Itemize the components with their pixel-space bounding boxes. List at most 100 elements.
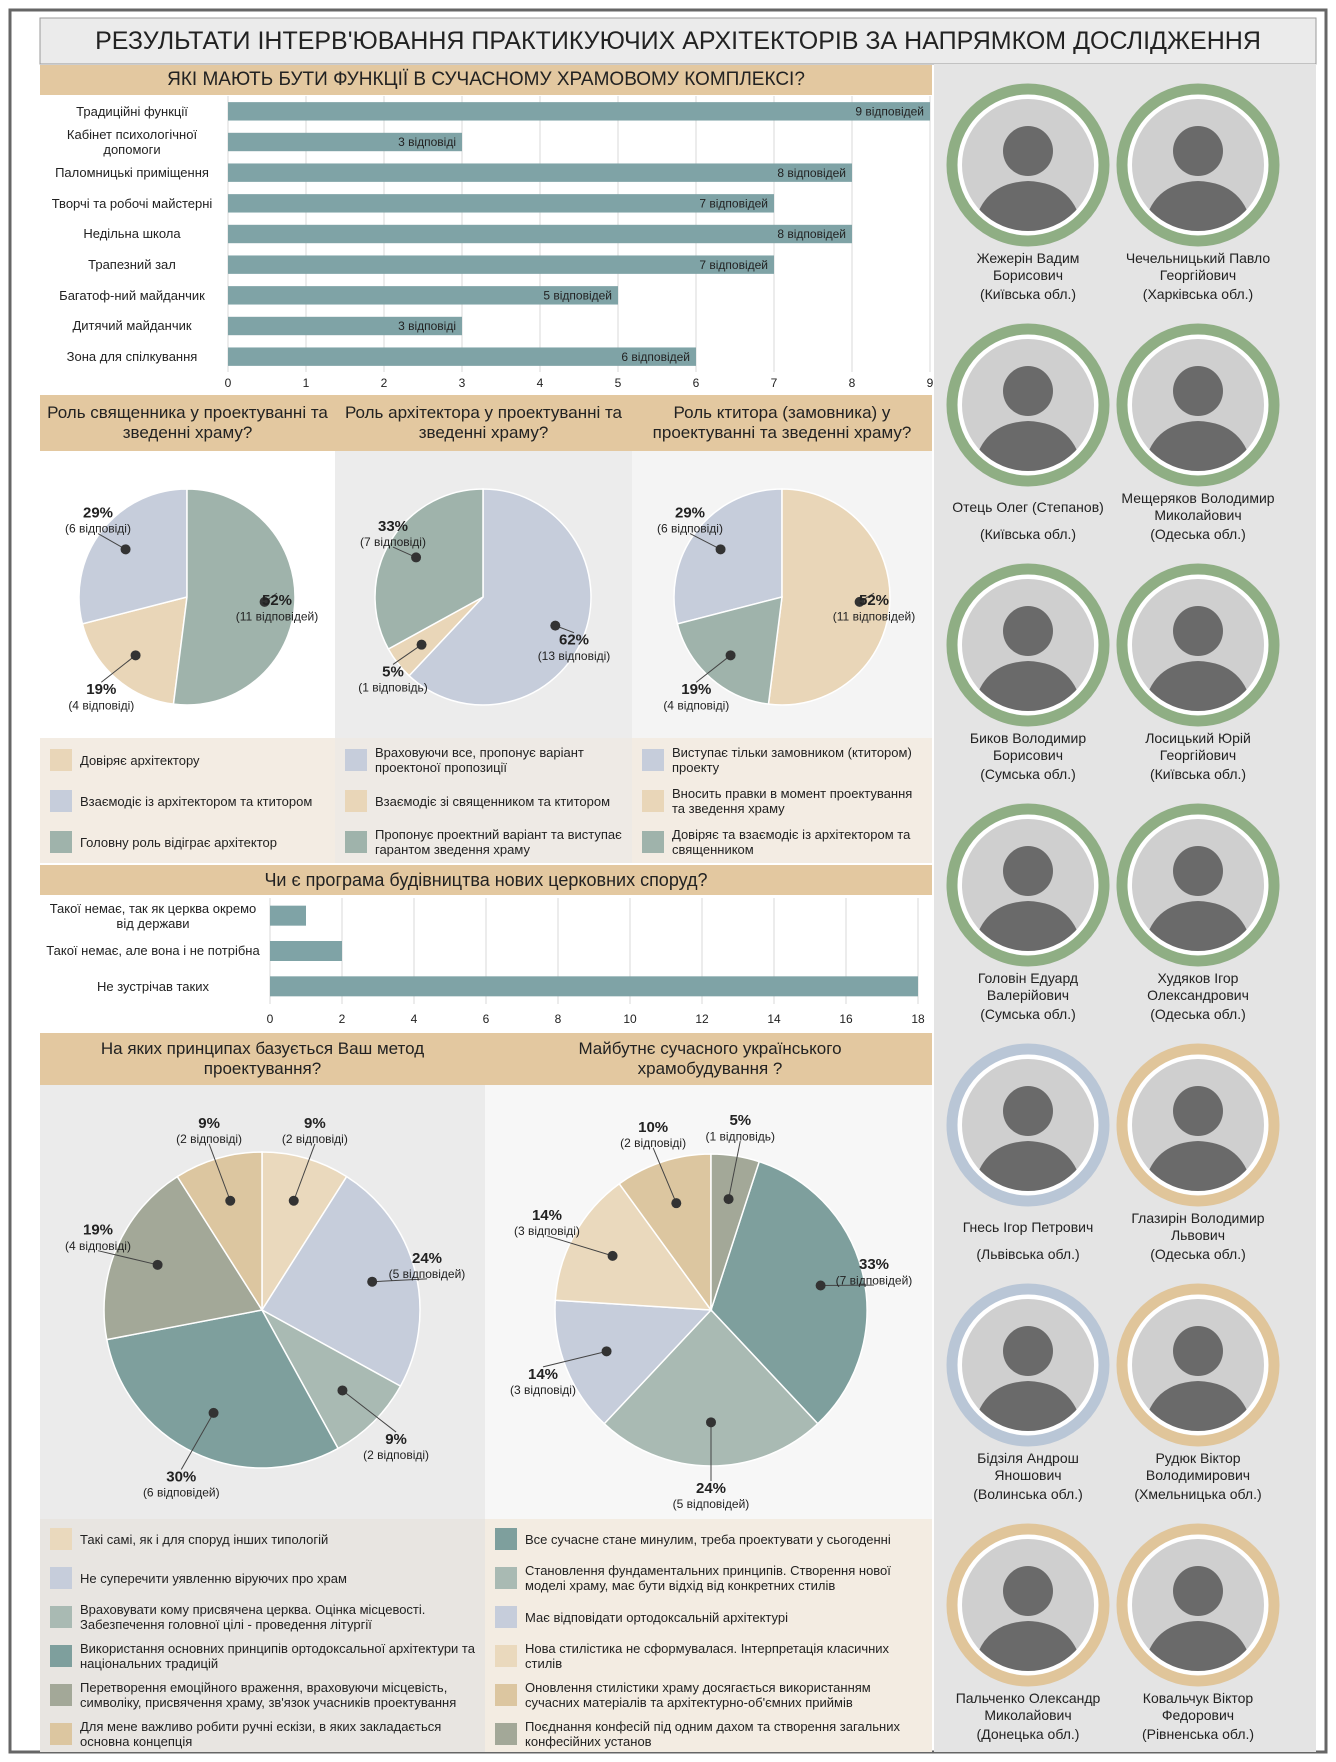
value-label: 29% — [83, 505, 113, 522]
category-label: Дитячий майданчик — [42, 311, 222, 342]
person-name: Отець Олег (Степанов) — [944, 489, 1112, 525]
label-dot — [209, 1408, 219, 1418]
x-tick-label: 10 — [623, 1012, 637, 1026]
silhouette-head — [1173, 1086, 1223, 1136]
value-label: 7 відповідей — [699, 258, 768, 272]
infographic: 01234567899 відповідей3 відповіді8 відпо… — [0, 0, 1336, 1762]
person-region: (Рівненська обл.) — [1114, 1725, 1282, 1743]
value-label: 5% — [729, 1112, 751, 1129]
value-label: 24% — [696, 1480, 726, 1497]
count-label: (2 відповіді) — [282, 1132, 348, 1146]
chart-title: ЯКІ МАЮТЬ БУТИ ФУНКЦІЇ В СУЧАСНОМУ ХРАМО… — [40, 65, 932, 95]
silhouette-head — [1173, 366, 1223, 416]
legend-label: Враховувати кому присвячена церква. Оцін… — [80, 1600, 479, 1634]
count-label: (13 відповіді) — [538, 649, 611, 663]
value-label: 19% — [681, 681, 711, 698]
x-tick-label: 8 — [555, 1012, 562, 1026]
label-dot — [153, 1260, 163, 1270]
count-label: (11 відповідей) — [236, 609, 318, 623]
count-label: (6 відповідей) — [143, 1486, 220, 1500]
x-tick-label: 4 — [537, 376, 544, 390]
person-name: Жежерін Вадим Борисович — [944, 249, 1112, 285]
count-label: (3 відповіді) — [514, 1224, 580, 1238]
legend-label: Взаємодіє зі священником та ктитором — [375, 784, 626, 818]
count-label: (4 відповіді) — [663, 698, 729, 712]
silhouette-head — [1173, 1326, 1223, 1376]
legend-swatch — [50, 1567, 72, 1589]
legend-label: Довіряє та взаємодіє із архітектором та … — [672, 825, 926, 859]
label-dot — [131, 650, 141, 660]
x-tick-label: 3 — [459, 376, 466, 390]
value-label: 8 відповідей — [777, 227, 846, 241]
legend-swatch — [642, 790, 664, 812]
person-region: (Львівська обл.) — [944, 1245, 1112, 1263]
value-label: 10% — [638, 1119, 668, 1136]
legend-swatch — [50, 1645, 72, 1667]
legend-swatch — [642, 749, 664, 771]
category-label: Паломницькі приміщення — [42, 157, 222, 188]
person-region: (Одеська обл.) — [1114, 1005, 1282, 1023]
value-label: 3 відповіді — [398, 319, 456, 333]
value-label: 30% — [166, 1469, 196, 1486]
x-tick-label: 0 — [225, 376, 232, 390]
label-dot — [716, 544, 726, 554]
legend-label: Становлення фундаментальних принципів. С… — [525, 1561, 926, 1595]
bar — [228, 194, 774, 212]
person-name: Чечельницький Павло Георгійович — [1114, 249, 1282, 285]
person-name: Рудюк Віктор Володимирович — [1114, 1449, 1282, 1485]
category-label: Кабінет психологічної допомоги — [42, 127, 222, 158]
category-label: Такої немає, так як церква окремо від де… — [42, 898, 264, 933]
label-dot — [706, 1417, 716, 1427]
bar — [228, 255, 774, 273]
legend-label: Довіряє архітектору — [80, 743, 329, 777]
silhouette-head — [1173, 846, 1223, 896]
count-label: (1 відповідь) — [358, 681, 428, 695]
x-tick-label: 16 — [839, 1012, 853, 1026]
person-name: Глазирін Володимир Львович — [1114, 1209, 1282, 1245]
silhouette-head — [1173, 606, 1223, 656]
x-tick-label: 6 — [483, 1012, 490, 1026]
x-tick-label: 2 — [339, 1012, 346, 1026]
value-label: 52% — [262, 592, 292, 609]
value-label: 19% — [83, 1222, 113, 1239]
silhouette-head — [1003, 126, 1053, 176]
label-dot — [337, 1385, 347, 1395]
legend-label: Все сучасне стане минулим, треба проекту… — [525, 1522, 926, 1556]
legend-swatch — [495, 1684, 517, 1706]
x-tick-label: 8 — [849, 376, 856, 390]
person-region: (Донецька обл.) — [944, 1725, 1112, 1743]
person-name: Головін Едуард Валерійович — [944, 969, 1112, 1005]
legend-label: Поєднання конфесій під одним дахом та ст… — [525, 1717, 926, 1751]
legend-label: Головну роль відіграє архітектор — [80, 825, 329, 859]
label-dot — [289, 1196, 299, 1206]
count-label: (2 відповіді) — [620, 1136, 686, 1150]
label-dot — [417, 640, 427, 650]
silhouette-head — [1003, 846, 1053, 896]
person-region: (Київська обл.) — [944, 285, 1112, 303]
x-tick-label: 12 — [695, 1012, 709, 1026]
legend-swatch — [495, 1567, 517, 1589]
legend-swatch — [50, 831, 72, 853]
x-tick-label: 1 — [303, 376, 310, 390]
silhouette-head — [1173, 1566, 1223, 1616]
silhouette-head — [1003, 1326, 1053, 1376]
legend-swatch — [50, 749, 72, 771]
silhouette-head — [1003, 1566, 1053, 1616]
count-label: (7 відповідей) — [836, 1273, 913, 1287]
person-name: Бідзіля Андрош Яношович — [944, 1449, 1112, 1485]
legend-label: Пропонує проектний варіант та виступає г… — [375, 825, 626, 859]
category-label: Творчі та робочі майстерні — [42, 188, 222, 219]
value-label: 24% — [412, 1250, 442, 1267]
count-label: (6 відповіді) — [65, 522, 131, 536]
value-label: 19% — [86, 681, 116, 698]
person-name: Ковальчук Віктор Федорович — [1114, 1689, 1282, 1725]
legend-swatch — [345, 790, 367, 812]
x-tick-label: 14 — [767, 1012, 781, 1026]
label-dot — [121, 544, 131, 554]
count-label: (11 відповідей) — [833, 609, 915, 623]
bar — [270, 976, 918, 996]
label-dot — [367, 1277, 377, 1287]
chart-title: Роль архітектора у проектуванні та зведе… — [335, 395, 632, 451]
value-label: 14% — [532, 1207, 562, 1224]
x-tick-label: 5 — [615, 376, 622, 390]
